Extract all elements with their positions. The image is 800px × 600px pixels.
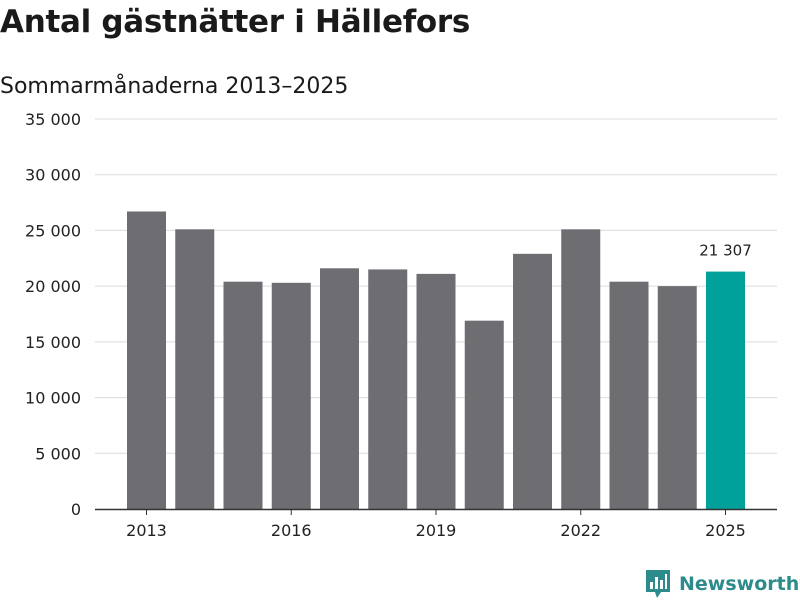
y-tick-label: 15 000 — [25, 333, 81, 352]
x-tick-label: 2016 — [271, 521, 312, 540]
bar-chart-flag-icon — [646, 570, 670, 598]
x-axis: 2013 2016 2019 2022 2025 — [95, 508, 777, 540]
chart-subtitle: Sommarmånaderna 2013–2025 — [0, 74, 349, 99]
y-axis-ticks: 0 5 000 10 000 15 000 20 000 25 000 30 000 35 0… — [25, 110, 81, 519]
y-tick-label: 5 000 — [35, 444, 81, 463]
bar-2024 — [657, 286, 697, 509]
newsworthy-logo: Newsworthy — [645, 569, 800, 599]
y-tick-label: 10 000 — [25, 389, 81, 408]
x-tick-label: 2022 — [560, 521, 601, 540]
data-label-2025: 21 307 — [699, 242, 752, 260]
bar-2013 — [127, 211, 166, 509]
x-tick-label: 2019 — [416, 521, 457, 540]
y-tick-label: 30 000 — [25, 166, 81, 185]
bar-chart: 0 5 000 10 000 15 000 20 000 25 000 30 000 35 0… — [25, 110, 777, 540]
bar-2016 — [271, 282, 311, 509]
bar-2019 — [416, 273, 456, 509]
bar-2014 — [175, 229, 215, 510]
bar-2025 — [706, 271, 745, 509]
chart-title: Antal gästnätter i Hällefors — [0, 4, 471, 40]
data-labels: 21 307 — [699, 242, 752, 260]
y-tick-label: 0 — [71, 500, 81, 519]
y-tick-label: 25 000 — [25, 221, 81, 240]
bars — [127, 211, 745, 510]
bar-2018 — [368, 269, 408, 509]
x-tick-label: 2013 — [126, 521, 167, 540]
bar-2015 — [223, 281, 263, 509]
bar-2023 — [609, 281, 649, 509]
brand-name: Newsworthy — [679, 573, 800, 595]
y-tick-label: 20 000 — [25, 277, 81, 296]
x-tick-label: 2025 — [705, 521, 746, 540]
bar-2021 — [513, 253, 552, 509]
bar-2017 — [320, 268, 359, 509]
y-tick-label: 35 000 — [25, 110, 81, 129]
bar-2022 — [561, 229, 601, 510]
bar-2020 — [464, 320, 504, 509]
